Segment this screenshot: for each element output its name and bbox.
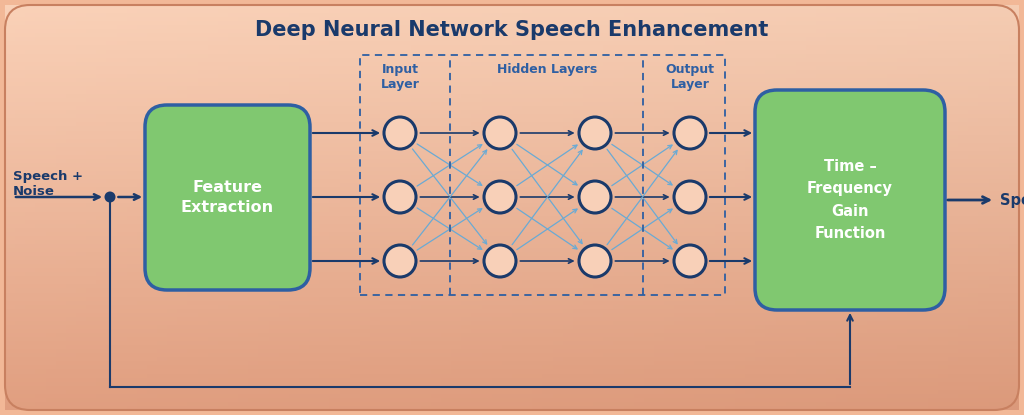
Circle shape	[579, 181, 611, 213]
FancyBboxPatch shape	[755, 90, 945, 310]
Text: Output
Layer: Output Layer	[666, 63, 715, 91]
Text: Deep Neural Network Speech Enhancement: Deep Neural Network Speech Enhancement	[255, 20, 769, 40]
Circle shape	[384, 181, 416, 213]
Text: Hidden Layers: Hidden Layers	[498, 63, 598, 76]
Text: Time –
Frequency
Gain
Function: Time – Frequency Gain Function	[807, 159, 893, 241]
Text: Speech +
Noise: Speech + Noise	[13, 170, 83, 198]
Circle shape	[674, 245, 706, 277]
Text: Input
Layer: Input Layer	[381, 63, 420, 91]
FancyBboxPatch shape	[145, 105, 310, 290]
Circle shape	[384, 245, 416, 277]
Circle shape	[579, 117, 611, 149]
Circle shape	[484, 245, 516, 277]
Circle shape	[484, 117, 516, 149]
Bar	[360, 55, 725, 295]
Circle shape	[384, 117, 416, 149]
Circle shape	[674, 117, 706, 149]
Circle shape	[579, 245, 611, 277]
Circle shape	[674, 181, 706, 213]
Text: Speech: Speech	[1000, 193, 1024, 208]
Circle shape	[484, 181, 516, 213]
Text: Feature
Extraction: Feature Extraction	[181, 180, 274, 215]
Circle shape	[104, 191, 116, 203]
